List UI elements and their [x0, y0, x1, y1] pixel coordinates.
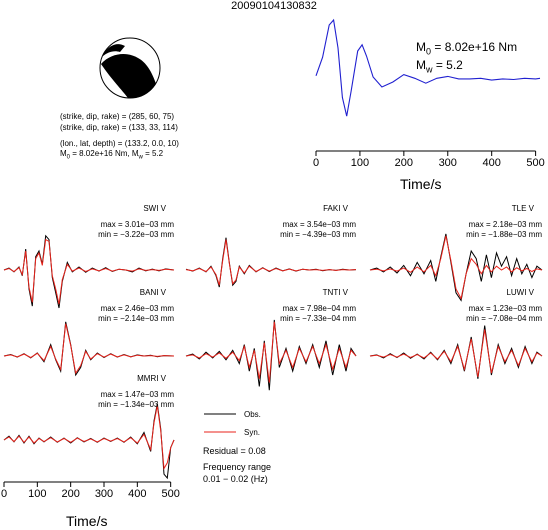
faki-observed-trace	[185, 237, 357, 288]
beachball-compressional-small	[103, 44, 125, 56]
faki-min-label: min = −4.39e−03 mm	[280, 230, 356, 239]
frequency-range: 0.01 − 0.02 (Hz)	[203, 474, 268, 484]
mmri-x-tick-label: 100	[28, 488, 47, 500]
frequency-title: Frequency range	[203, 462, 272, 472]
plane2-text: (strike, dip, rake) = (133, 33, 114)	[60, 123, 178, 132]
mmri-x-tick-label: 500	[161, 488, 180, 500]
mmri-synthetic-trace	[3, 405, 175, 471]
stf-line	[315, 18, 541, 117]
stf-x-tick-label: 400	[482, 157, 501, 169]
tnti-min-label: min = −7.33e−04 mm	[280, 314, 356, 323]
bani-max-label: max = 2.46e−03 mm	[100, 304, 174, 313]
tnti-synthetic-trace	[185, 321, 357, 383]
swi-observed-trace	[3, 234, 175, 309]
mmri-min-label: min = −1.34e−03 mm	[98, 400, 174, 409]
swi-max-label: max = 3.01e−03 mm	[100, 220, 174, 229]
mmri-x-tick-label: 0	[0, 488, 8, 500]
luwi-observed-trace	[369, 325, 543, 379]
faki-synthetic-trace	[185, 239, 357, 286]
tle-min-label: min = −1.88e−03 mm	[466, 230, 542, 239]
luwi-min-label: min = −7.08e−04 mm	[466, 314, 542, 323]
location-text: (lon., lat, depth) = (133.2, 0.0, 10)	[60, 139, 179, 148]
beachball-compressional	[101, 54, 156, 99]
faki-station-label: FAKI V	[323, 204, 348, 213]
stf-x-tick-label: 500	[526, 157, 545, 169]
mmri-x-tick-label: 200	[61, 488, 80, 500]
figure-title: 20090104130832	[231, 0, 317, 12]
tle-synthetic-trace	[369, 235, 543, 300]
mmri-x-tick-label: 300	[94, 488, 114, 500]
bani-min-label: min = −2.14e−03 mm	[98, 314, 174, 323]
tnti-observed-trace	[185, 319, 357, 391]
luwi-max-label: max = 1.23e−03 mm	[468, 304, 542, 313]
legend-syn: Syn.	[244, 428, 261, 437]
tnti-max-label: max = 7.98e−04 mm	[282, 304, 356, 313]
bani-synthetic-trace	[3, 323, 175, 375]
tle-station-label: TLE V	[511, 204, 534, 213]
bani-observed-trace	[3, 321, 175, 377]
luwi-station-label: LUWI V	[506, 288, 534, 297]
stf-x-tick-label: 0	[312, 157, 320, 169]
stf-x-tick-label: 100	[350, 157, 370, 169]
plots-layer	[3, 18, 543, 487]
plane1-text: (strike, dip, rake) = (285, 60, 75)	[60, 112, 175, 121]
beachball	[99, 37, 161, 99]
mmri-observed-trace	[3, 403, 175, 480]
mmri-max-label: max = 1.47e−03 mm	[100, 390, 174, 399]
stf-x-tick-label: 300	[438, 157, 457, 169]
swi-station-label: SWI V	[143, 204, 166, 213]
swi-synthetic-trace	[3, 238, 175, 305]
luwi-synthetic-trace	[369, 329, 543, 377]
tle-max-label: max = 2.18e−03 mm	[468, 220, 542, 229]
legend-obs: Obs.	[244, 410, 261, 419]
stf-m0-label: M0 = 8.02e+16 Nm	[416, 40, 518, 57]
stf-x-tick-label: 200	[394, 157, 413, 169]
mmri-station-label: MMRI V	[137, 374, 166, 383]
swi-min-label: min = −3.22e−03 mm	[98, 230, 174, 239]
bani-station-label: BANI V	[139, 288, 166, 297]
mmri-x-tick-label: 400	[128, 488, 147, 500]
residual-text: Residual = 0.08	[203, 446, 266, 456]
tnti-station-label: TNTI V	[322, 288, 348, 297]
stf-mw-label: Mw = 5.2	[416, 58, 463, 75]
faki-max-label: max = 3.54e−03 mm	[282, 220, 356, 229]
stf-x-axis-label: Time/s	[400, 176, 442, 192]
mmri-x-axis-label: Time/s	[66, 513, 108, 529]
moment-text: M0 = 8.02e+16 Nm, Mw = 5.2	[60, 149, 164, 161]
